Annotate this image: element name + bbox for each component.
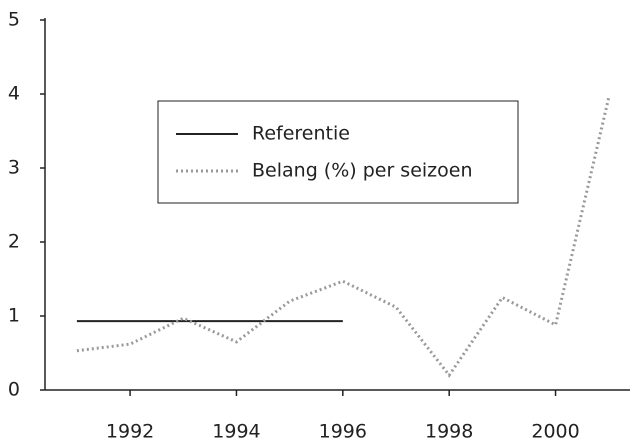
legend-label: Referentie [252, 123, 350, 145]
y-tick-label: 1 [8, 305, 20, 327]
y-tick-label: 2 [8, 231, 20, 253]
legend-label: Belang (%) per seizoen [252, 160, 473, 182]
y-tick-label: 5 [8, 9, 20, 31]
y-tick-label: 0 [8, 379, 20, 401]
x-tick-label: 1996 [319, 421, 367, 443]
legend-box [157, 100, 519, 204]
y-tick-label: 4 [8, 83, 20, 105]
x-tick-label: 1998 [425, 421, 473, 443]
x-tick-label: 2000 [531, 421, 579, 443]
x-tick-label: 1992 [106, 421, 154, 443]
y-tick-label: 3 [8, 157, 20, 179]
x-tick-label: 1994 [212, 421, 260, 443]
